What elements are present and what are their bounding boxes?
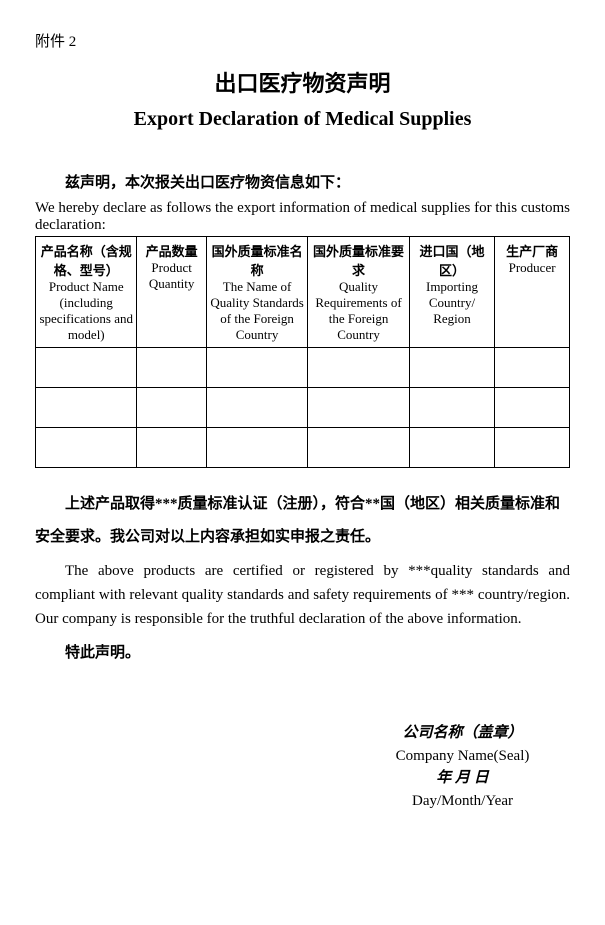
title-english: Export Declaration of Medical Supplies [35,108,570,131]
header-cn: 产品名称（含规格、型号） [39,241,133,279]
header-product-name: 产品名称（含规格、型号） Product Name (including spe… [36,237,137,348]
cell [495,428,570,468]
cell [137,428,206,468]
header-importing-country: 进口国（地区） Importing Country/ Region [409,237,494,348]
title-chinese: 出口医疗物资声明 [35,66,570,98]
cell [308,428,409,468]
cell [36,428,137,468]
cell [206,428,307,468]
header-quality-standard-name: 国外质量标准名称 The Name of Quality Standards o… [206,237,307,348]
cell [409,348,494,388]
header-en: Producer [498,260,566,276]
header-cn: 产品数量 [140,241,202,260]
table-header-row: 产品名称（含规格、型号） Product Name (including spe… [36,237,570,348]
declaration-table: 产品名称（含规格、型号） Product Name (including spe… [35,236,570,468]
table-row [36,348,570,388]
declaration-intro-chinese: 兹声明，本次报关出口医疗物资信息如下： [35,171,570,192]
cell [206,348,307,388]
header-quality-requirements: 国外质量标准要求 Quality Requirements of the For… [308,237,409,348]
attachment-label: 附件 2 [35,30,570,51]
cell [137,388,206,428]
header-producer: 生产厂商 Producer [495,237,570,348]
header-cn: 进口国（地区） [413,241,491,279]
certification-statement-chinese: 上述产品取得***质量标准认证（注册），符合**国（地区）相关质量标准和安全要求… [35,488,570,554]
header-en: Quality Requirements of the Foreign Coun… [311,279,405,343]
table-row [36,428,570,468]
header-cn: 国外质量标准要求 [311,241,405,279]
header-product-quantity: 产品数量 Product Quantity [137,237,206,348]
signature-block: 公司名称（盖章） Company Name(Seal) 年 月 日 Day/Mo… [355,722,570,812]
cell [308,348,409,388]
certification-statement-english: The above products are certified or regi… [35,559,570,631]
hereby-declare-chinese: 特此声明。 [35,641,570,662]
cell [495,348,570,388]
date-label-chinese: 年 月 日 [355,767,570,790]
cell [36,348,137,388]
company-name-label-english: Company Name(Seal) [355,745,570,768]
header-cn: 国外质量标准名称 [210,241,304,279]
header-cn: 生产厂商 [498,241,566,260]
company-name-label-chinese: 公司名称（盖章） [355,722,570,745]
cell [36,388,137,428]
cell [206,388,307,428]
table-row [36,388,570,428]
header-en: Product Name (including specifications a… [39,279,133,343]
cell [409,428,494,468]
header-en: Importing Country/ Region [413,279,491,327]
date-label-english: Day/Month/Year [355,790,570,813]
cell [409,388,494,428]
header-en: The Name of Quality Standards of the For… [210,279,304,343]
cell [137,348,206,388]
header-en: Product Quantity [140,260,202,292]
cell [495,388,570,428]
cell [308,388,409,428]
declaration-intro-english: We hereby declare as follows the export … [35,200,570,234]
